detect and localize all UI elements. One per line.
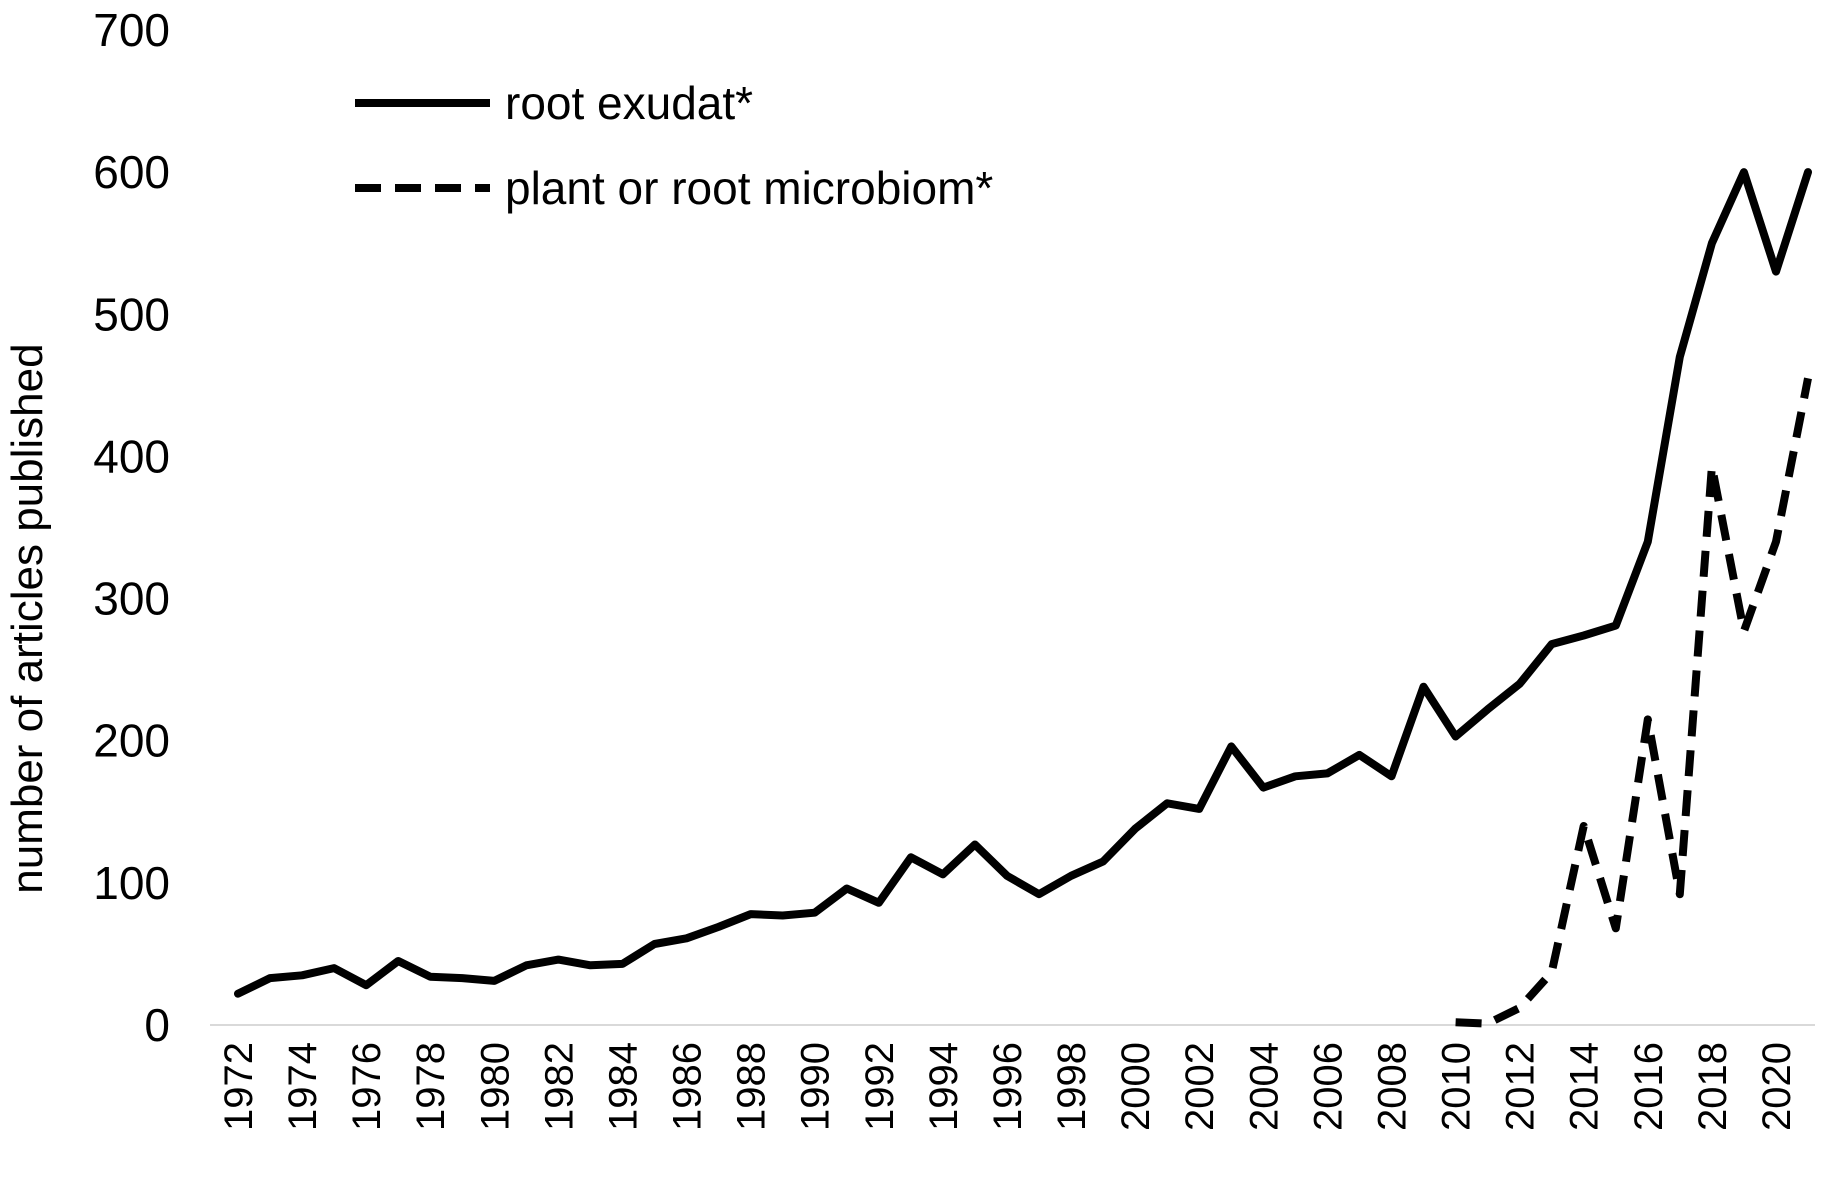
x-tick-label: 1974 xyxy=(281,1042,325,1131)
x-tick-label: 1996 xyxy=(986,1042,1030,1131)
x-tick-label: 2004 xyxy=(1242,1042,1286,1131)
y-tick-label: 700 xyxy=(93,4,170,56)
x-tick-label: 2000 xyxy=(1114,1042,1158,1131)
x-tick-label: 1990 xyxy=(794,1042,838,1131)
x-tick-label: 2010 xyxy=(1435,1042,1479,1131)
x-tick-label: 1976 xyxy=(345,1042,389,1131)
x-tick-label: 2002 xyxy=(1178,1042,1222,1131)
y-tick-label: 600 xyxy=(93,146,170,198)
legend-label-1: root exudat* xyxy=(505,77,753,129)
y-axis-label: number of articles published xyxy=(3,343,52,893)
x-tick-label: 2020 xyxy=(1755,1042,1799,1131)
x-tick-label: 1980 xyxy=(473,1042,517,1131)
series-line-1 xyxy=(234,168,1812,998)
x-tick-label: 1982 xyxy=(537,1042,581,1131)
x-tick-label: 1978 xyxy=(409,1042,453,1131)
series-line-2 xyxy=(1455,377,1812,1028)
x-axis-tick-labels: 1972 1974 1976 1978 1980 1982 1984 1986 1988 1990… xyxy=(217,1042,1799,1131)
x-tick-label: 2012 xyxy=(1499,1042,1543,1131)
x-tick-label: 1998 xyxy=(1050,1042,1094,1131)
x-tick-label: 1988 xyxy=(730,1042,774,1131)
x-tick-label: 2014 xyxy=(1563,1042,1607,1131)
x-tick-label: 1986 xyxy=(666,1042,710,1131)
y-tick-label: 100 xyxy=(93,857,170,909)
x-tick-label: 2006 xyxy=(1306,1042,1350,1131)
x-tick-label: 2008 xyxy=(1370,1042,1414,1131)
series-layer xyxy=(234,168,1812,1028)
x-tick-label: 1972 xyxy=(217,1042,261,1131)
x-tick-label: 2016 xyxy=(1627,1042,1671,1131)
y-tick-label: 0 xyxy=(144,999,170,1051)
y-tick-label: 500 xyxy=(93,288,170,340)
y-tick-label: 300 xyxy=(93,573,170,625)
x-tick-label: 1992 xyxy=(858,1042,902,1131)
y-tick-label: 400 xyxy=(93,430,170,482)
y-tick-label: 200 xyxy=(93,715,170,767)
legend-label-2: plant or root microbiom* xyxy=(505,162,993,214)
x-tick-label: 1994 xyxy=(922,1042,966,1131)
y-axis: 0 100 200 300 400 500 600 700 xyxy=(93,4,170,1051)
legend: root exudat* plant or root microbiom* xyxy=(355,77,993,214)
x-tick-label: 1984 xyxy=(601,1042,645,1131)
x-tick-label: 2018 xyxy=(1691,1042,1735,1131)
